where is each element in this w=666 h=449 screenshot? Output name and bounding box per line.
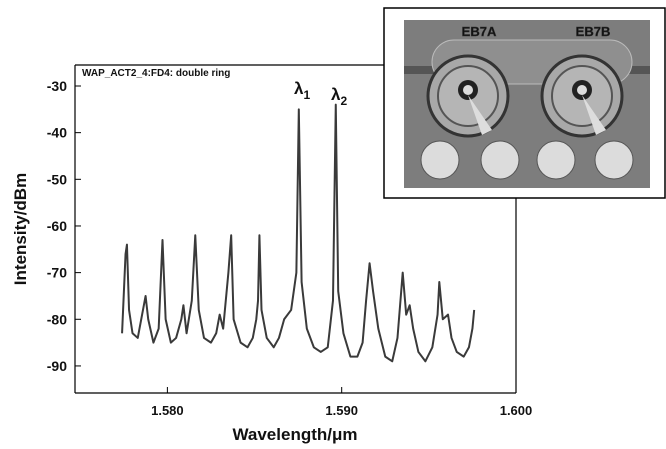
annotation-symbol: λ	[294, 79, 304, 98]
inset: EB7A EB7B	[383, 7, 666, 199]
y-tick-label: -70	[47, 265, 67, 281]
annotation: λ2	[331, 85, 347, 108]
y-tick-label: -40	[47, 125, 67, 141]
inset-label: EB7B	[576, 24, 611, 39]
pad	[594, 140, 634, 180]
y-tick-label: -90	[47, 358, 67, 374]
x-axis-label: Wavelength/μm	[232, 425, 357, 444]
ring-core-dot	[463, 85, 473, 95]
pad	[536, 140, 576, 180]
inset-label: EB7A	[462, 24, 497, 39]
chart-title: WAP_ACT2_4:FD4: double ring	[82, 68, 230, 79]
spectrum-line	[121, 103, 476, 363]
y-tick-label: -60	[47, 218, 67, 234]
annotation: λ1	[294, 79, 310, 102]
ring-core-dot	[577, 85, 587, 95]
x-tick-label: 1.600	[500, 403, 533, 418]
y-tick-label: -30	[47, 78, 67, 94]
contact	[468, 95, 492, 135]
annotation-subscript: 1	[303, 88, 310, 102]
contact	[582, 95, 606, 135]
pad	[480, 140, 520, 180]
pad	[420, 140, 460, 180]
y-tick-label: -50	[47, 171, 67, 187]
y-axis-label: Intensity/dBm	[11, 173, 30, 285]
x-tick-label: 1.590	[325, 403, 358, 418]
annotation-subscript: 2	[340, 94, 347, 108]
x-tick-label: 1.580	[151, 403, 184, 418]
y-tick-label: -80	[47, 311, 67, 327]
annotation-symbol: λ	[331, 85, 341, 104]
